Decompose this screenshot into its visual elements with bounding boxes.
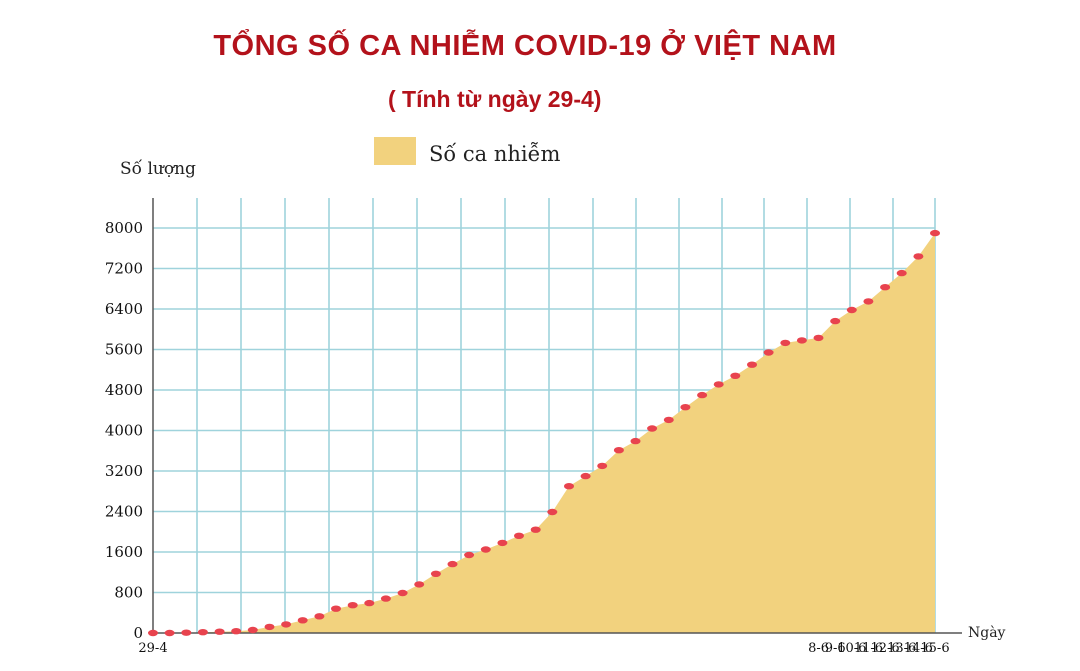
- x-tick-label: 13-6: [887, 641, 916, 656]
- data-point: [430, 570, 441, 577]
- data-point: [896, 269, 907, 277]
- x-tick-label: 14-6: [904, 641, 933, 656]
- data-point: [297, 617, 308, 624]
- x-tick-label: 10-6: [837, 641, 866, 656]
- y-axis-label: Số lượng: [120, 159, 196, 179]
- data-point: [913, 253, 924, 260]
- data-point: [231, 628, 242, 635]
- data-point: [447, 560, 458, 568]
- x-tick-label: 12-6: [870, 641, 899, 656]
- data-point: [830, 317, 841, 325]
- x-tick-label: 11-6: [854, 641, 883, 656]
- data-point: [414, 581, 425, 588]
- data-point: [796, 337, 807, 344]
- data-point: [214, 628, 225, 635]
- data-point: [730, 372, 741, 379]
- data-point: [547, 508, 558, 516]
- data-point: [397, 589, 408, 597]
- data-point: [564, 483, 574, 490]
- x-tick-label: 29-4: [138, 641, 167, 656]
- y-tick-label: 7200: [105, 260, 143, 278]
- x-axis-label: Ngày: [968, 625, 1006, 641]
- data-point: [930, 229, 940, 237]
- data-point: [464, 551, 475, 559]
- data-point: [597, 462, 608, 470]
- x-tick-label: 15-6: [920, 641, 949, 656]
- data-point: [613, 447, 624, 454]
- data-point: [181, 629, 192, 636]
- data-point: [630, 437, 641, 445]
- data-markers: [148, 229, 940, 637]
- data-point: [347, 602, 358, 609]
- y-tick-label: 1600: [105, 543, 143, 561]
- y-tick-label: 5600: [105, 341, 143, 359]
- data-point: [514, 532, 524, 539]
- y-tick-label: 8000: [105, 219, 143, 237]
- legend-swatch: [374, 137, 416, 165]
- y-tick-labels: 0 800 1600 2400 3200 4000 4800 5600 6400 7200 8000: [105, 219, 143, 642]
- data-point: [497, 539, 508, 547]
- y-tick-label: 6400: [105, 300, 143, 318]
- chart-title: TỔNG SỐ CA NHIỄM COVID-19 Ở VIỆT NAM: [213, 30, 837, 62]
- data-point: [813, 334, 824, 342]
- y-tick-label: 0: [133, 624, 143, 642]
- data-point: [880, 284, 891, 291]
- data-point: [680, 404, 691, 411]
- chart-subtitle: ( Tính từ ngày 29-4): [388, 86, 602, 112]
- data-point: [380, 595, 391, 602]
- y-tick-label: 3200: [105, 462, 143, 480]
- data-point: [846, 306, 857, 314]
- data-point: [647, 425, 658, 432]
- data-point: [713, 381, 724, 388]
- axes: [152, 198, 962, 634]
- data-point: [314, 613, 325, 620]
- data-point: [264, 623, 275, 631]
- data-point: [480, 546, 491, 553]
- y-tick-label: 800: [114, 584, 143, 602]
- data-point: [530, 526, 541, 533]
- y-tick-label: 2400: [105, 503, 143, 521]
- data-point: [763, 349, 774, 356]
- data-point: [780, 339, 791, 347]
- y-tick-label: 4800: [105, 381, 143, 399]
- y-tick-label: 4000: [105, 422, 143, 440]
- data-point: [863, 298, 874, 305]
- data-point: [247, 626, 258, 634]
- data-point: [148, 629, 158, 637]
- data-point: [281, 621, 292, 628]
- data-point: [747, 361, 757, 368]
- data-point: [331, 605, 341, 612]
- x-tick-labels: 29-4 8-69-610-611-612-613-614-615-6: [138, 641, 949, 656]
- data-point: [663, 416, 674, 424]
- data-point: [364, 599, 375, 607]
- data-point: [164, 629, 175, 637]
- data-point: [197, 629, 208, 636]
- area-fill: [153, 233, 935, 633]
- data-point: [580, 472, 591, 480]
- x-tick-label: 9-6: [825, 641, 846, 656]
- x-tick-label: 8-6: [808, 641, 829, 656]
- data-point: [697, 391, 708, 399]
- legend-label: Số ca nhiễm: [429, 142, 561, 166]
